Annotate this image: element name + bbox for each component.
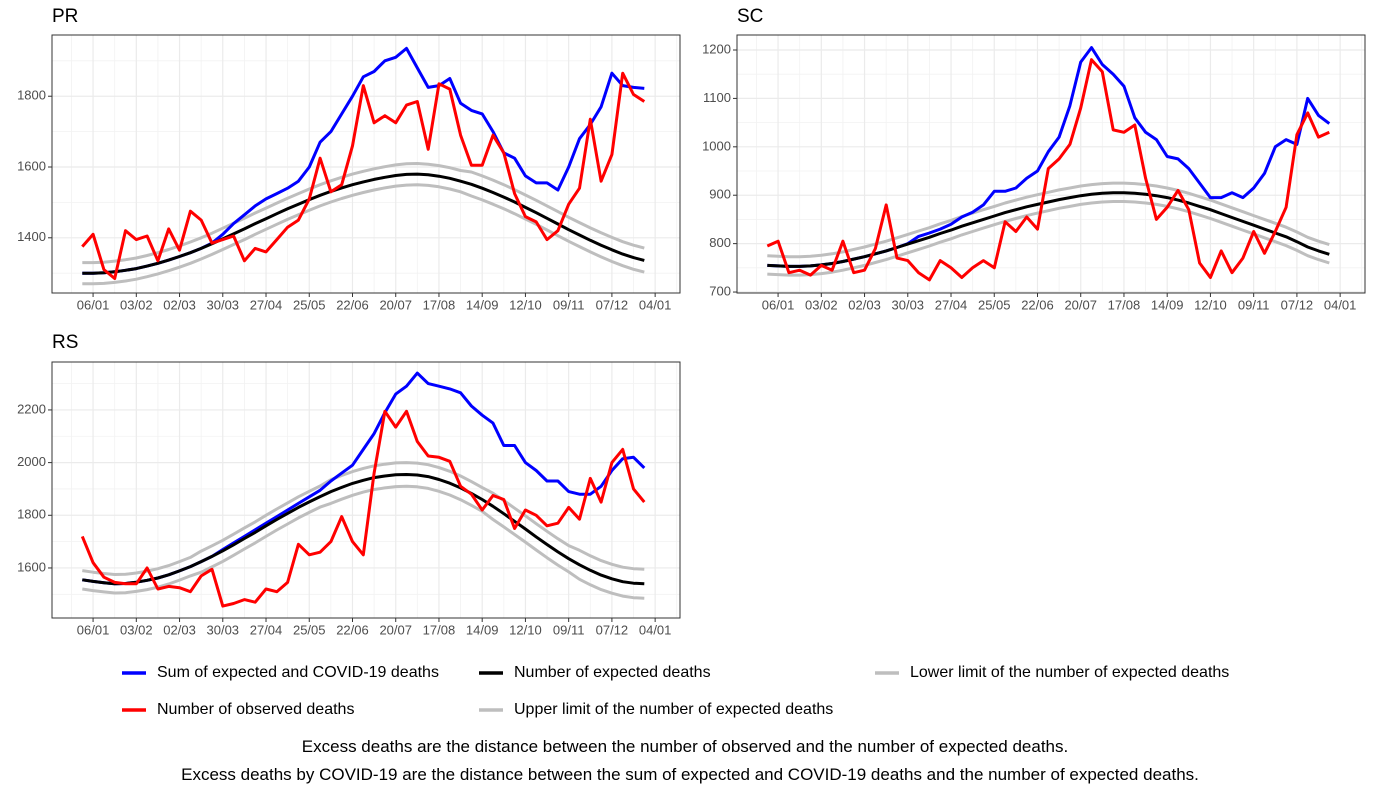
x-tick-label: 06/01	[77, 297, 110, 312]
x-tick-label: 27/04	[935, 297, 968, 312]
x-tick-label: 04/01	[639, 622, 672, 637]
y-tick-label: 1400	[17, 229, 46, 244]
y-tick-label: 1800	[17, 88, 46, 103]
x-tick-label: 02/03	[163, 297, 196, 312]
x-tick-label: 12/10	[509, 297, 542, 312]
panel-border	[51, 361, 681, 619]
y-tick-label: 1100	[703, 90, 731, 105]
y-tick-label: 1000	[702, 138, 731, 153]
x-tick-label: 17/08	[1108, 297, 1141, 312]
legend-label: Lower limit of the number of expected de…	[910, 664, 1229, 681]
x-tick-label: 30/03	[207, 622, 240, 637]
x-tick-label: 22/06	[336, 622, 369, 637]
x-tick-label: 12/10	[1194, 297, 1227, 312]
x-tick-label: 25/05	[978, 297, 1011, 312]
legend-label: Sum of expected and COVID-19 deaths	[157, 664, 439, 681]
note: Excess deaths are the distance between t…	[302, 737, 1068, 756]
x-tick-label: 03/02	[120, 622, 153, 637]
x-tick-label: 14/09	[466, 297, 499, 312]
y-tick-label: 800	[709, 235, 731, 250]
x-tick-label: 27/04	[250, 297, 283, 312]
series-line	[81, 71, 646, 280]
x-tick-label: 25/05	[293, 622, 326, 637]
x-tick-label: 25/05	[293, 297, 326, 312]
series-line	[767, 191, 1330, 268]
x-tick-label: 27/04	[250, 622, 283, 637]
x-tick-label: 03/02	[120, 297, 153, 312]
y-tick-label: 2000	[17, 454, 46, 469]
x-tick-label: 02/03	[163, 622, 196, 637]
series-line	[82, 162, 645, 265]
series-line	[82, 183, 645, 286]
x-tick-label: 12/10	[509, 622, 542, 637]
x-tick-label: 04/01	[639, 297, 672, 312]
x-tick-label: 17/08	[423, 622, 456, 637]
y-tick-label: 1200	[702, 41, 731, 56]
x-tick-label: 09/11	[553, 622, 585, 637]
x-tick-label: 07/12	[596, 297, 629, 312]
panel: SC 700 800 900 1000 1100 1200 06/01 03/02 02/03 30…	[702, 6, 1366, 312]
x-tick-label: 09/11	[553, 297, 585, 312]
panel-border	[51, 34, 681, 294]
series-line	[82, 484, 645, 600]
panel-title: RS	[52, 332, 78, 353]
x-tick-label: 06/01	[762, 297, 795, 312]
x-tick-label: 20/07	[379, 297, 412, 312]
x-tick-label: 04/01	[1324, 297, 1357, 312]
series-line	[767, 181, 1330, 259]
series-line	[82, 473, 645, 586]
x-tick-label: 14/09	[466, 622, 499, 637]
legend-label: Number of observed deaths	[157, 701, 354, 718]
x-tick-label: 22/06	[1021, 297, 1054, 312]
series-line	[767, 200, 1330, 277]
panel: RS 1600 1800 2000 2200 06/01 03/02 02/03 30/03 27…	[17, 332, 681, 637]
series-line	[80, 409, 646, 608]
x-tick-label: 30/03	[207, 297, 240, 312]
y-tick-label: 1800	[17, 507, 46, 522]
x-tick-label: 02/03	[848, 297, 881, 312]
panel: PR 1400 1600 1800 06/01 03/02 02/03 30/03 27/04 2…	[17, 6, 681, 312]
x-tick-label: 20/07	[379, 622, 412, 637]
panel-border	[736, 34, 1366, 294]
y-tick-label: 700	[709, 283, 731, 298]
x-tick-label: 20/07	[1064, 297, 1097, 312]
panel-title: SC	[737, 6, 763, 27]
series-line	[766, 58, 1330, 282]
y-tick-label: 2200	[17, 401, 46, 416]
legend-label: Upper limit of the number of expected de…	[514, 701, 833, 718]
x-tick-label: 07/12	[596, 622, 629, 637]
y-tick-label: 1600	[17, 559, 46, 574]
x-tick-label: 17/08	[423, 297, 456, 312]
legend-label: Number of expected deaths	[514, 664, 711, 681]
x-tick-label: 22/06	[336, 297, 369, 312]
x-tick-label: 03/02	[805, 297, 838, 312]
note: Excess deaths by COVID-19 are the distan…	[181, 765, 1199, 784]
series-line	[82, 461, 645, 576]
x-tick-label: 06/01	[77, 622, 110, 637]
y-tick-label: 900	[709, 187, 731, 202]
x-tick-label: 14/09	[1151, 297, 1184, 312]
panel-title: PR	[52, 6, 78, 27]
y-tick-label: 1600	[17, 158, 46, 173]
series-line	[767, 46, 1331, 268]
x-tick-label: 30/03	[892, 297, 925, 312]
x-tick-label: 09/11	[1238, 297, 1270, 312]
x-tick-label: 07/12	[1281, 297, 1314, 312]
series-line	[82, 172, 645, 275]
